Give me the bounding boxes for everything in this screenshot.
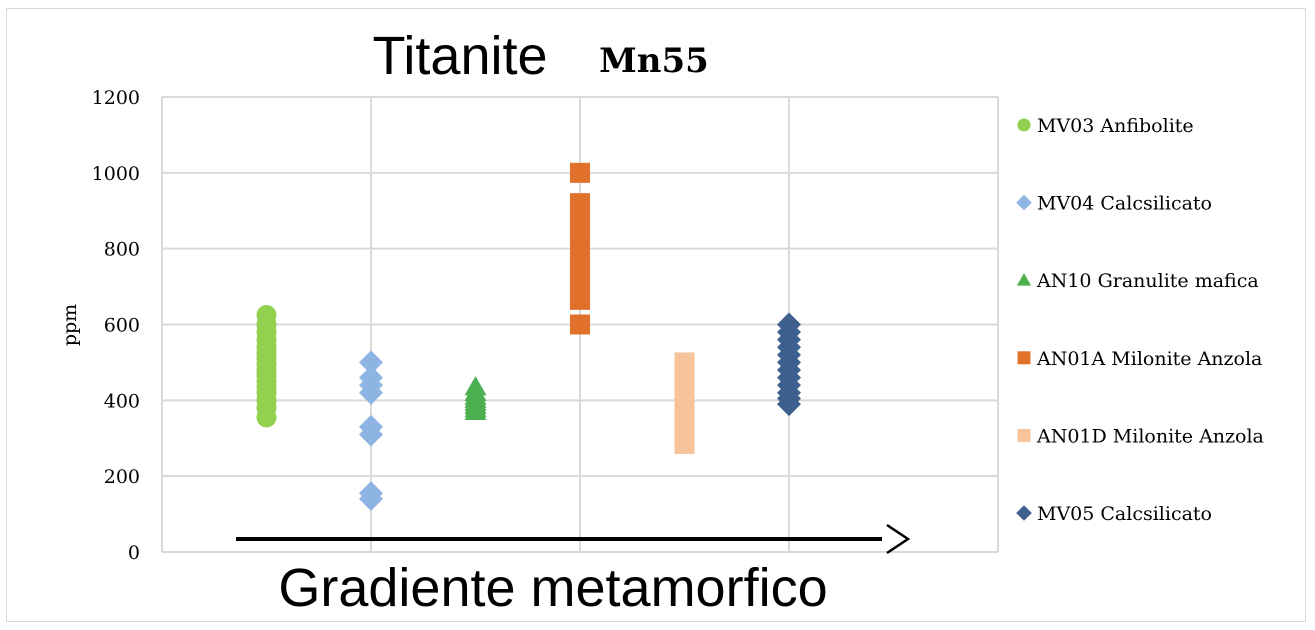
legend-label: MV04 Calcsilicato <box>1037 193 1212 215</box>
y-tick-label: 1000 <box>92 163 140 185</box>
y-tick-label: 600 <box>104 315 140 337</box>
x-axis-label: Gradiente metamorfico <box>278 558 827 618</box>
chart-subtitle: Mn55 <box>599 41 709 81</box>
data-point <box>359 365 383 390</box>
y-tick-label: 1200 <box>92 87 140 109</box>
legend-marker <box>1016 505 1032 521</box>
data-point <box>570 193 590 214</box>
legend-label: MV05 Calcsilicato <box>1037 503 1212 525</box>
data-point <box>359 414 383 439</box>
y-tick-label: 400 <box>104 390 140 412</box>
y-tick-label: 800 <box>104 239 140 261</box>
data-point <box>777 312 801 337</box>
data-point <box>359 481 383 506</box>
x-axis-arrow <box>236 523 911 555</box>
data-points <box>256 162 801 511</box>
data-point <box>674 352 695 373</box>
data-point <box>256 305 277 326</box>
legend-marker <box>1017 118 1031 132</box>
legend-label: AN01D Milonite Anzola <box>1036 425 1264 447</box>
y-tick-label: 200 <box>104 466 140 488</box>
legend-marker <box>1016 194 1032 211</box>
chart-frame <box>6 8 1306 622</box>
legend-label: AN10 Granulite mafica <box>1036 270 1259 292</box>
data-point <box>570 314 590 335</box>
y-axis-label: ppm <box>59 304 81 346</box>
legend-marker <box>1017 351 1031 365</box>
legend: MV03 Anfibolite MV04 Calcsilicato AN10 Gra… <box>1016 115 1264 525</box>
legend-marker <box>1017 428 1031 442</box>
legend-label: AN01A Milonite Anzola <box>1036 348 1262 370</box>
y-axis-ticks: 0 200 400 600 800 1000 1200 <box>92 87 140 564</box>
data-point <box>359 350 383 375</box>
data-point <box>570 162 590 183</box>
chart-title: Titanite <box>372 26 547 86</box>
y-tick-label: 0 <box>128 542 140 564</box>
legend-label: MV03 Anfibolite <box>1037 115 1194 137</box>
legend-marker <box>1016 273 1032 286</box>
data-point <box>464 376 487 396</box>
